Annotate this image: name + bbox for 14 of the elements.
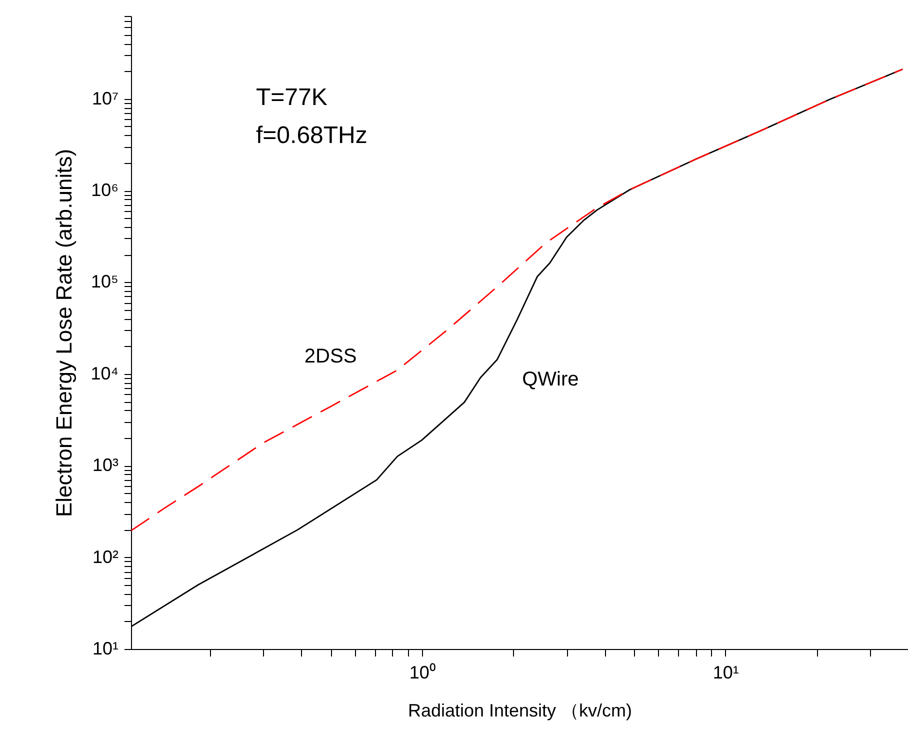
series-label: QWire bbox=[522, 368, 579, 391]
y-tick-label: 10⁵ bbox=[91, 272, 118, 292]
y-tick-label: 10¹ bbox=[92, 638, 119, 658]
y-tick-label: 10⁷ bbox=[92, 88, 118, 108]
series-label: 2DSS bbox=[304, 346, 357, 368]
y-axis-title: Electron Energy Lose Rate (arb.units) bbox=[52, 148, 77, 518]
x-axis-title: Radiation Intensity （kv/cm) bbox=[408, 700, 632, 720]
y-tick-label: 10³ bbox=[92, 455, 119, 476]
y-tick-label: 10⁶ bbox=[91, 180, 118, 200]
y-tick-label: 10² bbox=[92, 546, 119, 567]
y-tick-label: 10⁴ bbox=[90, 363, 118, 384]
annotation: f=0.68THz bbox=[256, 122, 368, 149]
annotation: T=77K bbox=[256, 84, 328, 111]
x-tick-label: 10⁰ bbox=[409, 662, 436, 682]
